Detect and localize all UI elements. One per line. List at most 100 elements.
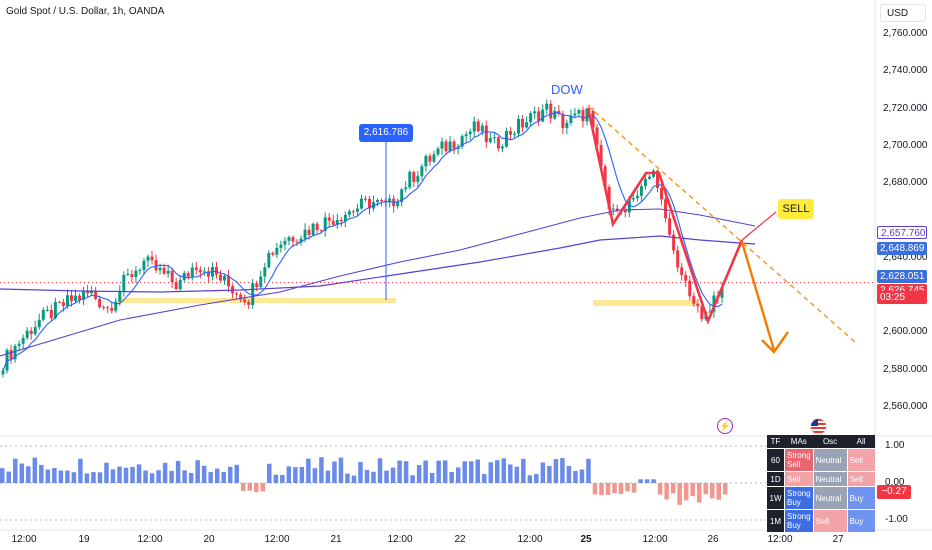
candle-body (513, 133, 517, 135)
table-cell: 1D (766, 471, 785, 487)
indicator-bar (19, 463, 25, 483)
price-badge: 03:25 (877, 291, 927, 304)
time-tick-label: 22 (454, 534, 466, 545)
table-cell: Sell (812, 509, 848, 533)
time-tick-label: 19 (78, 534, 90, 545)
indicator-bar (612, 483, 617, 494)
candle-body (452, 141, 456, 149)
ma-fast-line (2, 112, 723, 371)
candle-body (585, 108, 589, 122)
candle-body (291, 237, 295, 242)
indicator-bar (403, 461, 409, 483)
candle-body (283, 240, 287, 245)
candle-body (102, 307, 106, 309)
candle-body (166, 270, 170, 274)
indicator-bar (442, 460, 448, 483)
table-cell: 1W (766, 486, 785, 510)
indicator-bar (6, 471, 12, 483)
candle-body (1, 370, 5, 375)
currency-button[interactable]: USD (880, 4, 926, 22)
indicator-bar (410, 475, 415, 483)
indicator-bar (273, 474, 279, 483)
time-tick-label: 12:00 (264, 534, 290, 545)
candle-body (420, 166, 424, 177)
candle-body (134, 270, 138, 278)
indicator-bar (332, 461, 337, 483)
candle-body (700, 306, 704, 320)
table-header: Osc (813, 435, 848, 449)
candle-body (206, 271, 210, 277)
candle-body (517, 118, 521, 134)
indicator-bar (677, 483, 682, 505)
indicator-bar (78, 458, 83, 483)
candle-body (69, 295, 73, 301)
candle-body (86, 291, 90, 294)
indicator-bar (45, 469, 51, 483)
candle-body (615, 208, 619, 211)
candle-body (476, 121, 480, 132)
candle-body (464, 134, 468, 137)
indicator-bar (254, 483, 259, 493)
table-header-row: TF MAs Osc All (766, 435, 876, 449)
candle-body (627, 199, 631, 213)
indicator-bar (508, 464, 513, 483)
indicator-bar (521, 458, 526, 483)
candle-body (295, 241, 299, 243)
table-header: TF (766, 435, 785, 449)
candle-body (639, 186, 643, 196)
candle-body (154, 260, 158, 271)
candle-body (174, 282, 178, 290)
candle-body (130, 274, 134, 278)
table-row: 1D Sell Neutral Sell (766, 471, 876, 487)
indicator-bar (338, 457, 344, 483)
candle-body (696, 303, 700, 307)
candle-body (235, 293, 239, 295)
price-tick-label: 2,760.000 (883, 28, 928, 39)
candle-body (692, 296, 696, 304)
candle-body (388, 198, 392, 203)
indicator-bar (449, 471, 454, 483)
candle-body (720, 287, 724, 298)
table-cell: Sell (846, 448, 876, 472)
candle-body (688, 280, 692, 297)
price-badge: 2,628.051 (877, 270, 927, 283)
indicator-bar (358, 462, 363, 483)
indicator-bar (592, 483, 598, 495)
table-row: 60 Strong Sell Neutral Sell (766, 448, 876, 472)
time-tick-label: 26 (707, 534, 719, 545)
candle-body (82, 291, 86, 300)
candle-body (440, 141, 444, 149)
candle-body (331, 220, 335, 225)
indicator-bar (566, 465, 572, 483)
indicator-bar (260, 483, 266, 492)
candle-body (267, 252, 271, 268)
candle-body (396, 202, 400, 207)
candle-body (416, 176, 420, 182)
candle-body (569, 115, 573, 123)
candle-body (114, 301, 118, 311)
candle-body (218, 274, 222, 281)
price-tick-label: 2,640.000 (883, 251, 928, 263)
candle-body (460, 136, 464, 147)
indicator-bar (664, 483, 669, 500)
candle-body (223, 276, 227, 281)
price-tick-label: 2,700.000 (883, 139, 928, 151)
lightning-icon[interactable]: ⚡ (717, 418, 733, 434)
candle-body (492, 137, 496, 139)
indicator-bar (475, 459, 480, 483)
price-tick-label: 2,680.000 (883, 177, 928, 189)
indicator-bar (696, 483, 702, 503)
candle-body (255, 283, 259, 288)
table-cell: Neutral (812, 486, 848, 510)
candle-body (368, 198, 372, 209)
indicator-bar (312, 468, 318, 483)
candle-body (521, 118, 525, 128)
time-tick-label: 12:00 (767, 534, 793, 545)
indicator-bar (97, 472, 103, 483)
candle-body (287, 237, 291, 241)
indicator-bar (299, 466, 305, 483)
us-flag-icon[interactable] (810, 418, 827, 435)
indicator-bar (149, 473, 155, 483)
indicator-bar (670, 483, 676, 494)
